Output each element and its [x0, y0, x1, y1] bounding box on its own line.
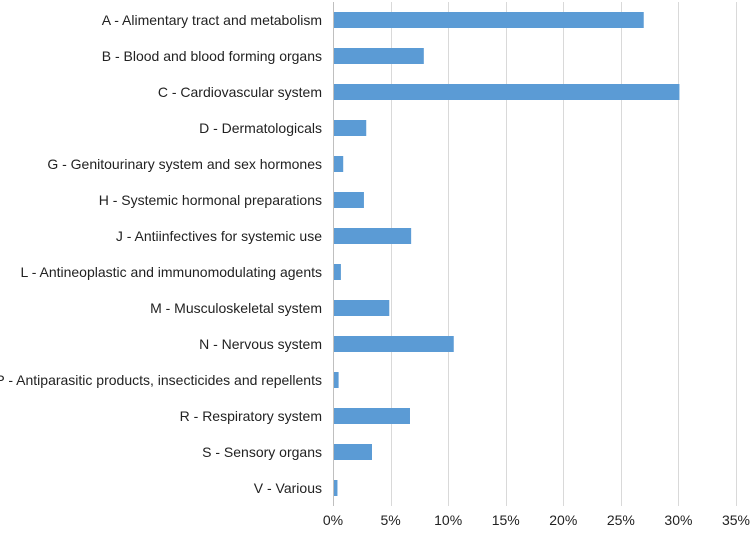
bars — [334, 12, 680, 496]
category-label-n: N - Nervous system — [199, 336, 322, 352]
x-tick-label-15: 15% — [492, 512, 520, 528]
category-label-r: R - Respiratory system — [180, 408, 322, 424]
category-label-s: S - Sensory organs — [202, 444, 322, 460]
category-labels: A - Alimentary tract and metabolism B - B… — [0, 12, 322, 496]
x-tick-label-5: 5% — [380, 512, 400, 528]
bar-a — [334, 12, 644, 28]
x-tick-label-25: 25% — [607, 512, 635, 528]
bar-v — [334, 480, 338, 496]
x-tick-label-0: 0% — [323, 512, 343, 528]
bar-p — [334, 372, 339, 388]
bar-c — [334, 84, 680, 100]
category-label-m: M - Musculoskeletal system — [150, 300, 322, 316]
category-label-a: A - Alimentary tract and metabolism — [102, 12, 322, 28]
bar-h — [334, 192, 364, 208]
category-label-c: C - Cardiovascular system — [158, 84, 322, 100]
bar-d — [334, 120, 367, 136]
grid-lines — [333, 2, 737, 506]
bar-m — [334, 300, 390, 316]
category-label-v: V - Various — [254, 480, 322, 496]
category-label-d: D - Dermatologicals — [199, 120, 322, 136]
category-label-g: G - Genitourinary system and sex hormone… — [47, 156, 322, 172]
bar-n — [334, 336, 454, 352]
bar-j — [334, 228, 412, 244]
category-label-p: P - Antiparasitic products, insecticides… — [0, 372, 322, 388]
x-tick-label-30: 30% — [664, 512, 692, 528]
category-label-h: H - Systemic hormonal preparations — [99, 192, 322, 208]
bar-s — [334, 444, 372, 460]
category-label-j: J - Antiinfectives for systemic use — [116, 228, 322, 244]
x-tick-label-20: 20% — [549, 512, 577, 528]
bar-g — [334, 156, 344, 172]
category-label-b: B - Blood and blood forming organs — [102, 48, 322, 64]
bar-l — [334, 264, 341, 280]
x-tick-labels: 0% 5% 10% 15% 20% 25% 30% 35% — [323, 512, 750, 528]
bar-b — [334, 48, 424, 64]
category-label-l: L - Antineoplastic and immunomodulating … — [21, 264, 322, 280]
x-tick-label-10: 10% — [434, 512, 462, 528]
bar-r — [334, 408, 410, 424]
x-tick-label-35: 35% — [722, 512, 750, 528]
